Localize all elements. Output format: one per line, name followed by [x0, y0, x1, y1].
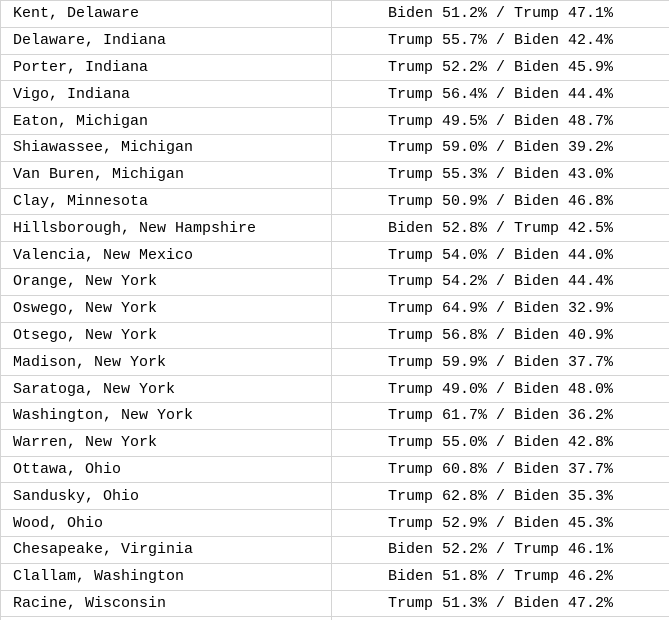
table-row: Van Buren, MichiganTrump 55.3% / Biden 4…	[1, 161, 669, 188]
table-row: Otsego, New YorkTrump 56.8% / Biden 40.9…	[1, 322, 669, 349]
county-cell[interactable]: Hillsborough, New Hampshire	[1, 215, 332, 242]
result-cell[interactable]: Trump 61.7% / Biden 36.2%	[332, 402, 669, 429]
result-cell[interactable]: Trump 55.3% / Biden 43.0%	[332, 161, 669, 188]
county-cell[interactable]: Saratoga, New York	[1, 376, 332, 403]
table-row: Sandusky, OhioTrump 62.8% / Biden 35.3%	[1, 483, 669, 510]
county-cell[interactable]: Clallam, Washington	[1, 563, 332, 590]
table-row: Washington, New YorkTrump 61.7% / Biden …	[1, 402, 669, 429]
county-cell[interactable]: Ottawa, Ohio	[1, 456, 332, 483]
county-cell[interactable]: Racine, Wisconsin	[1, 590, 332, 617]
county-cell[interactable]: Eaton, Michigan	[1, 108, 332, 135]
table-row: Warren, New YorkTrump 55.0% / Biden 42.8…	[1, 429, 669, 456]
spreadsheet-viewport: Kent, DelawareBiden 51.2% / Trump 47.1%D…	[0, 0, 669, 620]
result-cell[interactable]: Trump 51.3% / Biden 47.2%	[332, 590, 669, 617]
county-cell[interactable]: Warren, New York	[1, 429, 332, 456]
county-cell[interactable]: Vigo, Indiana	[1, 81, 332, 108]
table-row: Kent, DelawareBiden 51.2% / Trump 47.1%	[1, 1, 669, 28]
table-row: Chesapeake, VirginiaBiden 52.2% / Trump …	[1, 536, 669, 563]
results-table: Kent, DelawareBiden 51.2% / Trump 47.1%D…	[0, 0, 669, 620]
table-row: Orange, New YorkTrump 54.2% / Biden 44.4…	[1, 268, 669, 295]
county-cell[interactable]: Madison, New York	[1, 349, 332, 376]
result-cell[interactable]: Trump 55.7% / Biden 42.4%	[332, 27, 669, 54]
results-tbody: Kent, DelawareBiden 51.2% / Trump 47.1%D…	[1, 1, 669, 620]
county-cell[interactable]: Washington, New York	[1, 402, 332, 429]
result-cell[interactable]: Trump 49.0% / Biden 48.0%	[332, 376, 669, 403]
table-row: Porter, IndianaTrump 52.2% / Biden 45.9%	[1, 54, 669, 81]
result-cell[interactable]: Trump 60.8% / Biden 37.7%	[332, 456, 669, 483]
result-cell[interactable]: Trump 59.0% / Biden 39.2%	[332, 134, 669, 161]
result-cell[interactable]: Trump 54.2% / Biden 44.4%	[332, 268, 669, 295]
county-cell[interactable]: Sandusky, Ohio	[1, 483, 332, 510]
table-row: Delaware, IndianaTrump 55.7% / Biden 42.…	[1, 27, 669, 54]
county-cell[interactable]: Shiawassee, Michigan	[1, 134, 332, 161]
result-cell[interactable]: Trump 62.8% / Biden 35.3%	[332, 483, 669, 510]
table-row: Oswego, New YorkTrump 64.9% / Biden 32.9…	[1, 295, 669, 322]
result-cell[interactable]: Trump 52.2% / Biden 45.9%	[332, 54, 669, 81]
county-cell[interactable]: Van Buren, Michigan	[1, 161, 332, 188]
county-cell[interactable]: Otsego, New York	[1, 322, 332, 349]
table-row: Madison, New YorkTrump 59.9% / Biden 37.…	[1, 349, 669, 376]
result-cell[interactable]: Trump 52.9% / Biden 45.3%	[332, 510, 669, 537]
table-row: Racine, WisconsinTrump 51.3% / Biden 47.…	[1, 590, 669, 617]
county-cell[interactable]: Delaware, Indiana	[1, 27, 332, 54]
county-cell[interactable]: Chesapeake, Virginia	[1, 536, 332, 563]
table-row: Valencia, New MexicoTrump 54.0% / Biden …	[1, 242, 669, 269]
county-cell[interactable]: Clay, Minnesota	[1, 188, 332, 215]
county-cell[interactable]: Orange, New York	[1, 268, 332, 295]
result-cell[interactable]: Trump 49.5% / Biden 48.7%	[332, 108, 669, 135]
result-cell[interactable]: Biden 51.2% / Trump 47.1%	[332, 1, 669, 28]
table-row: Wood, OhioTrump 52.9% / Biden 45.3%	[1, 510, 669, 537]
county-cell[interactable]: Valencia, New Mexico	[1, 242, 332, 269]
table-row: Vigo, IndianaTrump 56.4% / Biden 44.4%	[1, 81, 669, 108]
result-cell[interactable]: Trump 56.8% / Biden 40.9%	[332, 322, 669, 349]
result-cell[interactable]: Trump 50.9% / Biden 46.8%	[332, 188, 669, 215]
table-row: Clay, MinnesotaTrump 50.9% / Biden 46.8%	[1, 188, 669, 215]
county-cell[interactable]: Wood, Ohio	[1, 510, 332, 537]
county-cell[interactable]: Kent, Delaware	[1, 1, 332, 28]
result-cell[interactable]: Trump 54.0% / Biden 44.0%	[332, 242, 669, 269]
result-cell[interactable]: Biden 52.2% / Trump 46.1%	[332, 536, 669, 563]
result-cell[interactable]: Trump 56.4% / Biden 44.4%	[332, 81, 669, 108]
table-row: Saratoga, New YorkTrump 49.0% / Biden 48…	[1, 376, 669, 403]
county-cell[interactable]: Oswego, New York	[1, 295, 332, 322]
table-row: Ottawa, OhioTrump 60.8% / Biden 37.7%	[1, 456, 669, 483]
result-cell[interactable]: Trump 64.9% / Biden 32.9%	[332, 295, 669, 322]
table-row: Shiawassee, MichiganTrump 59.0% / Biden …	[1, 134, 669, 161]
county-cell[interactable]: Porter, Indiana	[1, 54, 332, 81]
result-cell[interactable]: Biden 51.8% / Trump 46.2%	[332, 563, 669, 590]
result-cell[interactable]: Trump 59.9% / Biden 37.7%	[332, 349, 669, 376]
table-row: Hillsborough, New HampshireBiden 52.8% /…	[1, 215, 669, 242]
result-cell[interactable]: Trump 55.0% / Biden 42.8%	[332, 429, 669, 456]
result-cell[interactable]: Biden 52.8% / Trump 42.5%	[332, 215, 669, 242]
table-row: Eaton, MichiganTrump 49.5% / Biden 48.7%	[1, 108, 669, 135]
table-row: Clallam, WashingtonBiden 51.8% / Trump 4…	[1, 563, 669, 590]
